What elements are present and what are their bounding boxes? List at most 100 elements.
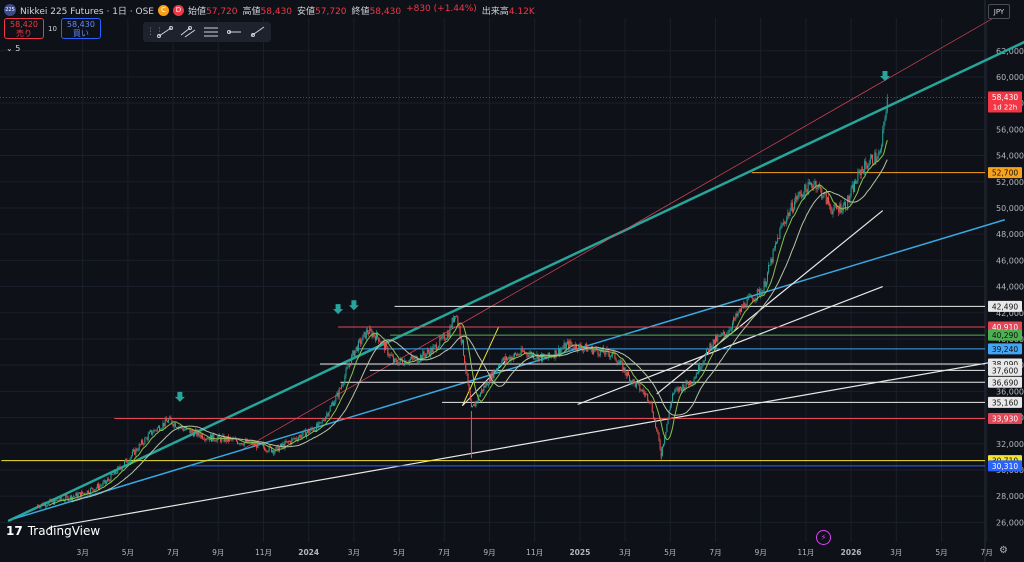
candle [342, 385, 344, 386]
candle [371, 330, 373, 338]
channel-tool-icon[interactable] [178, 24, 198, 40]
candle [588, 348, 590, 349]
candle [398, 361, 400, 366]
candle [656, 427, 658, 431]
down-arrow-marker[interactable] [174, 391, 185, 402]
currency-selector[interactable]: JPY [988, 4, 1010, 19]
trend-line-tool-icon[interactable] [155, 24, 175, 40]
main-trend-line[interactable] [7, 36, 1024, 523]
candle [52, 500, 54, 505]
candle [700, 368, 702, 371]
candle [855, 181, 857, 184]
symbol-title[interactable]: Nikkei 225 Futures · 1日 · OSE [20, 6, 154, 17]
candle [104, 480, 106, 484]
candle [356, 346, 358, 352]
gear-icon[interactable]: ⚙ [999, 545, 1008, 556]
badge-d[interactable]: D [173, 4, 184, 16]
candle [603, 347, 605, 353]
white-support-line[interactable] [48, 359, 1005, 529]
candle [336, 392, 338, 396]
candle [681, 388, 683, 392]
candle [648, 400, 650, 402]
buy-button[interactable]: 58,430 買い [60, 18, 101, 39]
symbol-logo[interactable]: 225 [4, 4, 16, 16]
candle [843, 202, 845, 206]
candle [484, 385, 486, 387]
down-arrow-marker[interactable] [348, 300, 359, 311]
price-level-tag [988, 300, 1022, 312]
candle [672, 393, 674, 402]
candle [637, 382, 639, 384]
candle [129, 457, 131, 462]
candle [162, 422, 164, 429]
candle [582, 349, 584, 351]
flag-line-white[interactable] [462, 360, 506, 407]
candle [424, 354, 426, 357]
y-tick-label: 60,000 [996, 73, 1024, 82]
candle [79, 492, 81, 497]
candle [712, 339, 714, 347]
candle [270, 447, 272, 453]
candle [257, 441, 259, 449]
down-arrow-marker[interactable] [333, 304, 344, 315]
candle [658, 433, 660, 441]
channel-line-upper[interactable] [577, 285, 883, 406]
candle [842, 205, 844, 211]
candle [415, 356, 417, 358]
candle [166, 421, 168, 423]
candle [482, 389, 484, 392]
candle [425, 353, 427, 357]
down-arrow-marker[interactable] [880, 70, 890, 81]
candle [74, 496, 76, 497]
y-tick-label: 32,000 [996, 440, 1024, 449]
candle [269, 445, 271, 448]
candle [635, 382, 637, 387]
candle [155, 430, 157, 431]
candle [467, 373, 469, 385]
thin-red-trend-line[interactable] [240, 17, 994, 451]
order-quantity[interactable]: 10 [48, 24, 57, 33]
candle [389, 354, 391, 356]
candle [38, 505, 40, 507]
price-level-label: 52,700 [992, 169, 1018, 178]
candle [213, 434, 215, 441]
candle [699, 364, 701, 371]
lightning-icon[interactable]: ⚡ [816, 530, 831, 545]
candle [560, 349, 562, 355]
drag-handle-icon[interactable]: ⋮⋮ [146, 27, 164, 37]
tradingview-logo[interactable]: 17 TradingView [6, 524, 100, 538]
yellow-flag-line[interactable] [461, 326, 499, 406]
x-tick-label: 9月 [212, 548, 224, 557]
channel-line-lower[interactable] [656, 210, 884, 395]
candle [649, 401, 651, 403]
candle [826, 197, 828, 205]
candle [370, 328, 372, 331]
ray-tool-icon[interactable] [247, 24, 267, 40]
candle [724, 331, 726, 335]
candle [172, 424, 174, 427]
candle [719, 336, 721, 337]
candle [491, 371, 493, 382]
x-tick-label: 9月 [755, 548, 767, 557]
y-tick-label: 28,000 [996, 492, 1024, 501]
fib-tool-icon[interactable] [201, 24, 221, 40]
candle [850, 188, 852, 197]
candle [597, 350, 599, 355]
blue-trend-line[interactable] [14, 219, 1005, 520]
candle [140, 440, 142, 445]
candle [730, 328, 732, 330]
candle [508, 356, 510, 359]
candle [513, 353, 515, 357]
candle [503, 357, 505, 361]
candle [189, 428, 191, 433]
badge-c[interactable]: C [158, 4, 169, 16]
indicators-toggle[interactable]: ⌄ 5 [6, 44, 20, 53]
candle [562, 347, 564, 349]
sell-button[interactable]: 58,420 売り [4, 18, 44, 39]
horizontal-ray-tool-icon[interactable] [224, 24, 244, 40]
candle [781, 224, 783, 226]
candle [679, 386, 681, 389]
candle [578, 343, 580, 351]
candle [388, 355, 390, 356]
